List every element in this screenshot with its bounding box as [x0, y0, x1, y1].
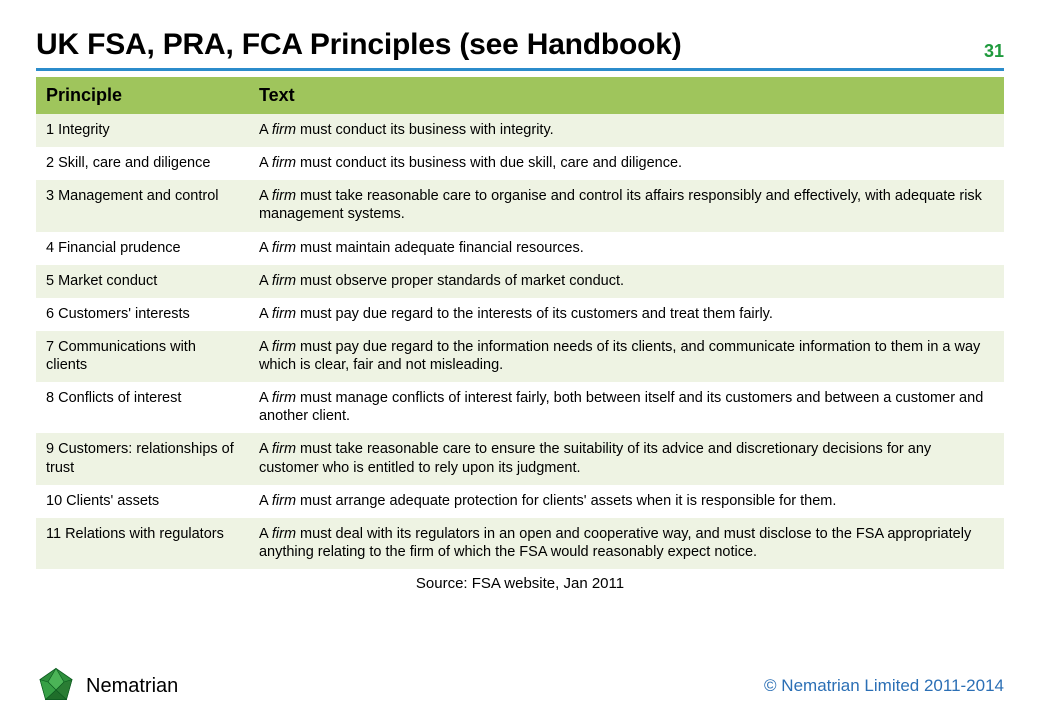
- principles-table-wrap: Principle Text 1 IntegrityA firm must co…: [36, 77, 1004, 569]
- table-header-row: Principle Text: [36, 77, 1004, 114]
- table-body: 1 IntegrityA firm must conduct its busin…: [36, 114, 1004, 569]
- col-header-text: Text: [249, 77, 1004, 114]
- table-row: 4 Financial prudenceA firm must maintain…: [36, 232, 1004, 265]
- page-number: 31: [984, 41, 1004, 62]
- slide-title: UK FSA, PRA, FCA Principles (see Handboo…: [36, 28, 682, 62]
- cell-principle: 7 Communications with clients: [36, 331, 249, 382]
- cell-principle: 5 Market conduct: [36, 265, 249, 298]
- title-rule: [36, 68, 1004, 71]
- cell-principle: 6 Customers' interests: [36, 298, 249, 331]
- table-row: 5 Market conductA firm must observe prop…: [36, 265, 1004, 298]
- cell-text: A firm must arrange adequate protection …: [249, 485, 1004, 518]
- cell-principle: 8 Conflicts of interest: [36, 382, 249, 433]
- cell-text: A firm must conduct its business with in…: [249, 114, 1004, 147]
- principles-table: Principle Text 1 IntegrityA firm must co…: [36, 77, 1004, 569]
- col-header-principle: Principle: [36, 77, 249, 114]
- cell-principle: 1 Integrity: [36, 114, 249, 147]
- cell-text: A firm must take reasonable care to orga…: [249, 180, 1004, 231]
- cell-text: A firm must take reasonable care to ensu…: [249, 433, 1004, 484]
- cell-principle: 4 Financial prudence: [36, 232, 249, 265]
- footer: Nematrian © Nematrian Limited 2011-2014: [36, 666, 1004, 706]
- table-row: 10 Clients' assetsA firm must arrange ad…: [36, 485, 1004, 518]
- cell-text: A firm must observe proper standards of …: [249, 265, 1004, 298]
- table-row: 8 Conflicts of interestA firm must manag…: [36, 382, 1004, 433]
- italic-firm: firm: [272, 188, 296, 204]
- cell-principle: 9 Customers: relationships of trust: [36, 433, 249, 484]
- cell-text: A firm must conduct its business with du…: [249, 147, 1004, 180]
- cell-text: A firm must maintain adequate financial …: [249, 232, 1004, 265]
- italic-firm: firm: [272, 441, 296, 457]
- nematrian-logo-icon: [36, 666, 76, 706]
- italic-firm: firm: [272, 240, 296, 256]
- italic-firm: firm: [272, 155, 296, 171]
- table-row: 1 IntegrityA firm must conduct its busin…: [36, 114, 1004, 147]
- italic-firm: firm: [272, 526, 296, 542]
- table-row: 11 Relations with regulatorsA firm must …: [36, 518, 1004, 569]
- italic-firm: firm: [272, 122, 296, 138]
- cell-principle: 2 Skill, care and diligence: [36, 147, 249, 180]
- source-line: Source: FSA website, Jan 2011: [36, 575, 1004, 592]
- copyright: © Nematrian Limited 2011-2014: [764, 676, 1004, 696]
- slide: UK FSA, PRA, FCA Principles (see Handboo…: [0, 0, 1040, 720]
- table-row: 3 Management and controlA firm must take…: [36, 180, 1004, 231]
- brand: Nematrian: [36, 666, 178, 706]
- table-row: 9 Customers: relationships of trustA fir…: [36, 433, 1004, 484]
- italic-firm: firm: [272, 390, 296, 406]
- cell-principle: 11 Relations with regulators: [36, 518, 249, 569]
- cell-text: A firm must manage conflicts of interest…: [249, 382, 1004, 433]
- cell-principle: 10 Clients' assets: [36, 485, 249, 518]
- cell-text: A firm must pay due regard to the inform…: [249, 331, 1004, 382]
- cell-text: A firm must deal with its regulators in …: [249, 518, 1004, 569]
- italic-firm: firm: [272, 339, 296, 355]
- header-row: UK FSA, PRA, FCA Principles (see Handboo…: [36, 28, 1004, 66]
- italic-firm: firm: [272, 493, 296, 509]
- table-row: 2 Skill, care and diligenceA firm must c…: [36, 147, 1004, 180]
- cell-principle: 3 Management and control: [36, 180, 249, 231]
- table-row: 7 Communications with clientsA firm must…: [36, 331, 1004, 382]
- italic-firm: firm: [272, 306, 296, 322]
- table-row: 6 Customers' interestsA firm must pay du…: [36, 298, 1004, 331]
- brand-name: Nematrian: [86, 675, 178, 698]
- italic-firm: firm: [272, 273, 296, 289]
- cell-text: A firm must pay due regard to the intere…: [249, 298, 1004, 331]
